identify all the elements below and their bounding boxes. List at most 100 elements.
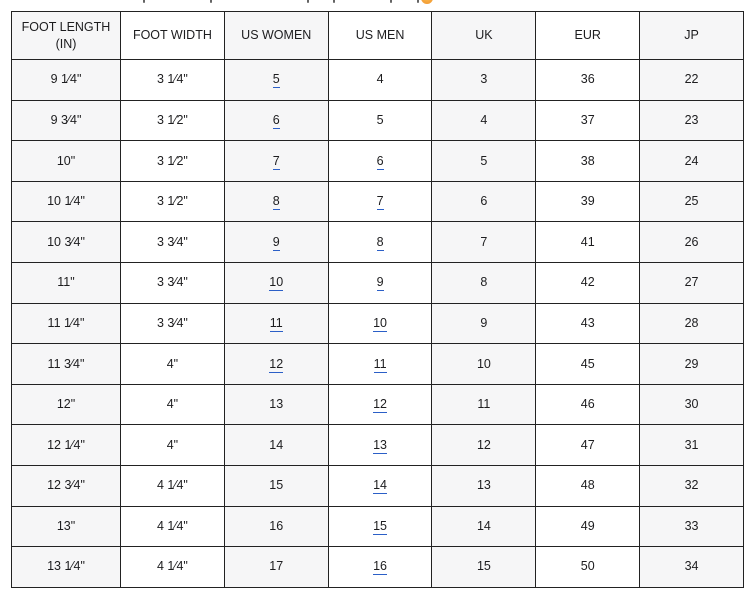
eur-cell: 37 [535, 99, 641, 142]
foot-length-cell: 11" [11, 261, 121, 304]
jp-cell: 29 [639, 343, 744, 385]
us-men-cell: 14 [327, 464, 433, 507]
uk-cell: 14 [431, 505, 537, 548]
eur-cell: 42 [535, 261, 641, 304]
table-row: 10" 3 1⁄2" 7 6 5 38 24 [11, 140, 744, 182]
us-men-size-link[interactable]: 16 [373, 559, 388, 576]
foot-length-cell: 12 3⁄4" [11, 464, 121, 507]
us-men-size-link[interactable]: 14 [373, 478, 388, 495]
us-men-size-link[interactable]: 8 [376, 234, 384, 251]
us-women-size-link[interactable]: 5 [272, 72, 280, 89]
foot-length-cell: 11 3⁄4" [11, 343, 121, 385]
shoe-size-conversion-table: FOOT LENGTH (IN) FOOT WIDTH US WOMEN US MEN… [11, 11, 744, 588]
us-women-cell: 8 [223, 180, 329, 223]
us-women-size-link[interactable]: 9 [272, 234, 280, 251]
us-women-cell: 13 [223, 383, 329, 426]
us-women-size-link[interactable]: 7 [272, 153, 280, 170]
foot-length-cell: 13 1⁄4" [11, 546, 121, 588]
column-header-us-women: US WOMEN [223, 11, 329, 60]
us-women-size-link[interactable]: 8 [272, 194, 280, 211]
us-men-size-link[interactable]: 12 [373, 397, 388, 414]
us-men-size-link[interactable]: 13 [373, 437, 388, 454]
eur-cell: 45 [535, 343, 641, 385]
jp-cell: 22 [639, 59, 744, 101]
jp-cell: 26 [639, 221, 744, 263]
foot-width-cell: 4 1⁄4" [120, 464, 225, 507]
uk-cell: 13 [431, 464, 537, 507]
eur-cell: 38 [535, 140, 641, 182]
text-descender-fragment [143, 0, 145, 3]
jp-cell: 27 [639, 261, 744, 304]
text-descender-fragment [210, 0, 212, 3]
us-men-cell: 7 [327, 180, 433, 223]
us-women-size-link[interactable]: 12 [269, 356, 284, 373]
foot-length-cell: 9 1⁄4" [11, 59, 121, 101]
uk-cell: 10 [431, 343, 537, 385]
us-men-size-link[interactable]: 9 [376, 275, 384, 292]
jp-cell: 30 [639, 383, 744, 426]
eur-cell: 50 [535, 546, 641, 588]
us-men-size-link[interactable]: 7 [376, 194, 384, 211]
table-row: 9 3⁄4" 3 1⁄2" 6 5 4 37 23 [11, 99, 744, 142]
column-header-uk: UK [431, 11, 537, 60]
jp-cell: 25 [639, 180, 744, 223]
jp-cell: 28 [639, 302, 744, 345]
table-row: 12 1⁄4" 4" 14 13 12 47 31 [11, 424, 744, 466]
foot-length-cell: 10" [11, 140, 121, 182]
us-women-size-link[interactable]: 6 [272, 112, 280, 129]
us-men-cell: 11 [327, 343, 433, 385]
us-men-size-link[interactable]: 10 [373, 315, 388, 332]
us-women-cell: 6 [223, 99, 329, 142]
table-row: 11 1⁄4" 3 3⁄4" 11 10 9 43 28 [11, 302, 744, 345]
us-women-size-link[interactable]: 11 [269, 315, 283, 332]
table-row: 13 1⁄4" 4 1⁄4" 17 16 15 50 34 [11, 546, 744, 588]
uk-cell: 15 [431, 546, 537, 588]
emoji-partial-icon [421, 0, 433, 4]
foot-length-cell: 10 1⁄4" [11, 180, 121, 223]
us-men-cell: 9 [327, 261, 433, 304]
us-women-cell: 10 [223, 261, 329, 304]
jp-cell: 31 [639, 424, 744, 466]
column-header-jp: JP [639, 11, 744, 60]
foot-length-cell: 10 3⁄4" [11, 221, 121, 263]
column-header-foot-length: FOOT LENGTH (IN) [11, 11, 121, 60]
table-row: 12 3⁄4" 4 1⁄4" 15 14 13 48 32 [11, 464, 744, 507]
us-women-cell: 14 [223, 424, 329, 466]
cropped-text-fragment [0, 0, 755, 11]
us-men-size-link[interactable]: 11 [373, 356, 387, 373]
eur-cell: 36 [535, 59, 641, 101]
foot-width-cell: 3 1⁄2" [120, 99, 225, 142]
foot-width-cell: 3 3⁄4" [120, 302, 225, 345]
uk-cell: 9 [431, 302, 537, 345]
uk-cell: 5 [431, 140, 537, 182]
eur-cell: 46 [535, 383, 641, 426]
table-row: 12" 4" 13 12 11 46 30 [11, 383, 744, 426]
us-men-cell: 10 [327, 302, 433, 345]
table-row: 11 3⁄4" 4" 12 11 10 45 29 [11, 343, 744, 385]
table-row: 11" 3 3⁄4" 10 9 8 42 27 [11, 261, 744, 304]
column-header-us-men: US MEN [327, 11, 433, 60]
table-row: 13" 4 1⁄4" 16 15 14 49 33 [11, 505, 744, 548]
eur-cell: 39 [535, 180, 641, 223]
us-men-size-link[interactable]: 6 [376, 153, 384, 170]
foot-width-cell: 3 1⁄2" [120, 140, 225, 182]
us-women-size-link[interactable]: 10 [269, 275, 284, 292]
us-women-cell: 11 [223, 302, 329, 345]
us-women-cell: 12 [223, 343, 329, 385]
foot-length-cell: 13" [11, 505, 121, 548]
us-men-cell: 12 [327, 383, 433, 426]
eur-cell: 41 [535, 221, 641, 263]
eur-cell: 49 [535, 505, 641, 548]
uk-cell: 4 [431, 99, 537, 142]
uk-cell: 12 [431, 424, 537, 466]
uk-cell: 8 [431, 261, 537, 304]
foot-width-cell: 3 3⁄4" [120, 221, 225, 263]
foot-width-cell: 3 1⁄4" [120, 59, 225, 101]
foot-width-cell: 4 1⁄4" [120, 546, 225, 588]
us-men-cell: 6 [327, 140, 433, 182]
foot-width-cell: 4" [120, 343, 225, 385]
column-header-eur: EUR [535, 11, 641, 60]
table-header: FOOT LENGTH (IN) FOOT WIDTH US WOMEN US MEN… [11, 11, 744, 60]
us-men-size-link[interactable]: 15 [373, 518, 388, 535]
us-men-cell: 8 [327, 221, 433, 263]
